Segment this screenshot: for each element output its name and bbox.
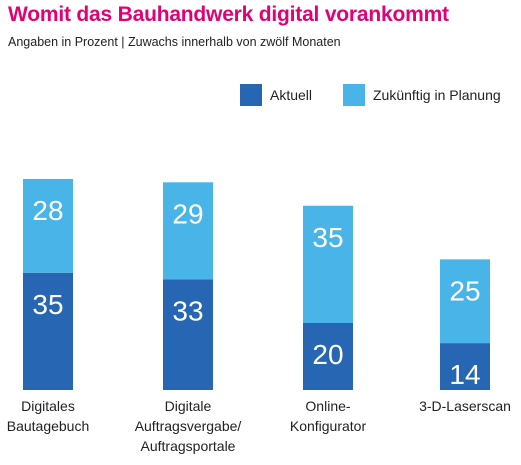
data-label-zukuenftig-0: 28 bbox=[32, 195, 63, 226]
bar-segment-aktuell-1 bbox=[163, 279, 213, 390]
data-label-aktuell-3: 14 bbox=[449, 359, 480, 390]
data-label-aktuell-1: 33 bbox=[172, 295, 203, 326]
category-label-1-line-2: Auftragsportale bbox=[141, 438, 236, 454]
legend-swatch-aktuell bbox=[240, 84, 262, 106]
legend-label-aktuell: Aktuell bbox=[270, 87, 313, 103]
bar-segment-aktuell-2 bbox=[303, 323, 353, 390]
legend-swatch-zukuenftig bbox=[343, 84, 365, 106]
chart-subtitle: Angaben in Prozent | Zuwachs innerhalb v… bbox=[8, 35, 341, 49]
data-label-zukuenftig-2: 35 bbox=[312, 222, 343, 253]
category-label-2-line-1: Konfigurator bbox=[290, 418, 367, 434]
legend-item-zukuenftig: Zukünftig in Planung bbox=[343, 84, 501, 106]
bar-segment-zukuenftig-3 bbox=[440, 259, 490, 344]
legend: Aktuell Zukünftig in Planung bbox=[0, 0, 521, 120]
category-label-0-line-1: Bautagebuch bbox=[7, 418, 90, 434]
data-label-zukuenftig-1: 29 bbox=[172, 198, 203, 229]
bar-segment-aktuell-3 bbox=[440, 343, 490, 390]
bar-segment-zukuenftig-0 bbox=[23, 178, 73, 273]
bar-segment-zukuenftig-1 bbox=[163, 182, 213, 280]
category-label-3-line-0: 3-D-Laserscan bbox=[419, 398, 511, 414]
legend-item-aktuell: Aktuell bbox=[240, 84, 312, 106]
data-label-zukuenftig-3: 25 bbox=[449, 275, 480, 306]
category-label-1-line-0: Digitale bbox=[165, 398, 212, 414]
data-label-aktuell-2: 20 bbox=[312, 339, 343, 370]
category-label-2-line-0: Online- bbox=[305, 398, 350, 414]
bar-segment-aktuell-0 bbox=[23, 272, 73, 390]
bar-segment-zukuenftig-2 bbox=[303, 205, 353, 323]
legend-label-zukuenftig: Zukünftig in Planung bbox=[373, 87, 501, 103]
chart-title: Womit das Bauhandwerk digital vorankommt bbox=[8, 3, 449, 26]
category-label-1-line-1: Auftragsvergabe/ bbox=[135, 418, 242, 434]
data-label-aktuell-0: 35 bbox=[32, 289, 63, 320]
category-label-0-line-0: Digitales bbox=[21, 398, 75, 414]
